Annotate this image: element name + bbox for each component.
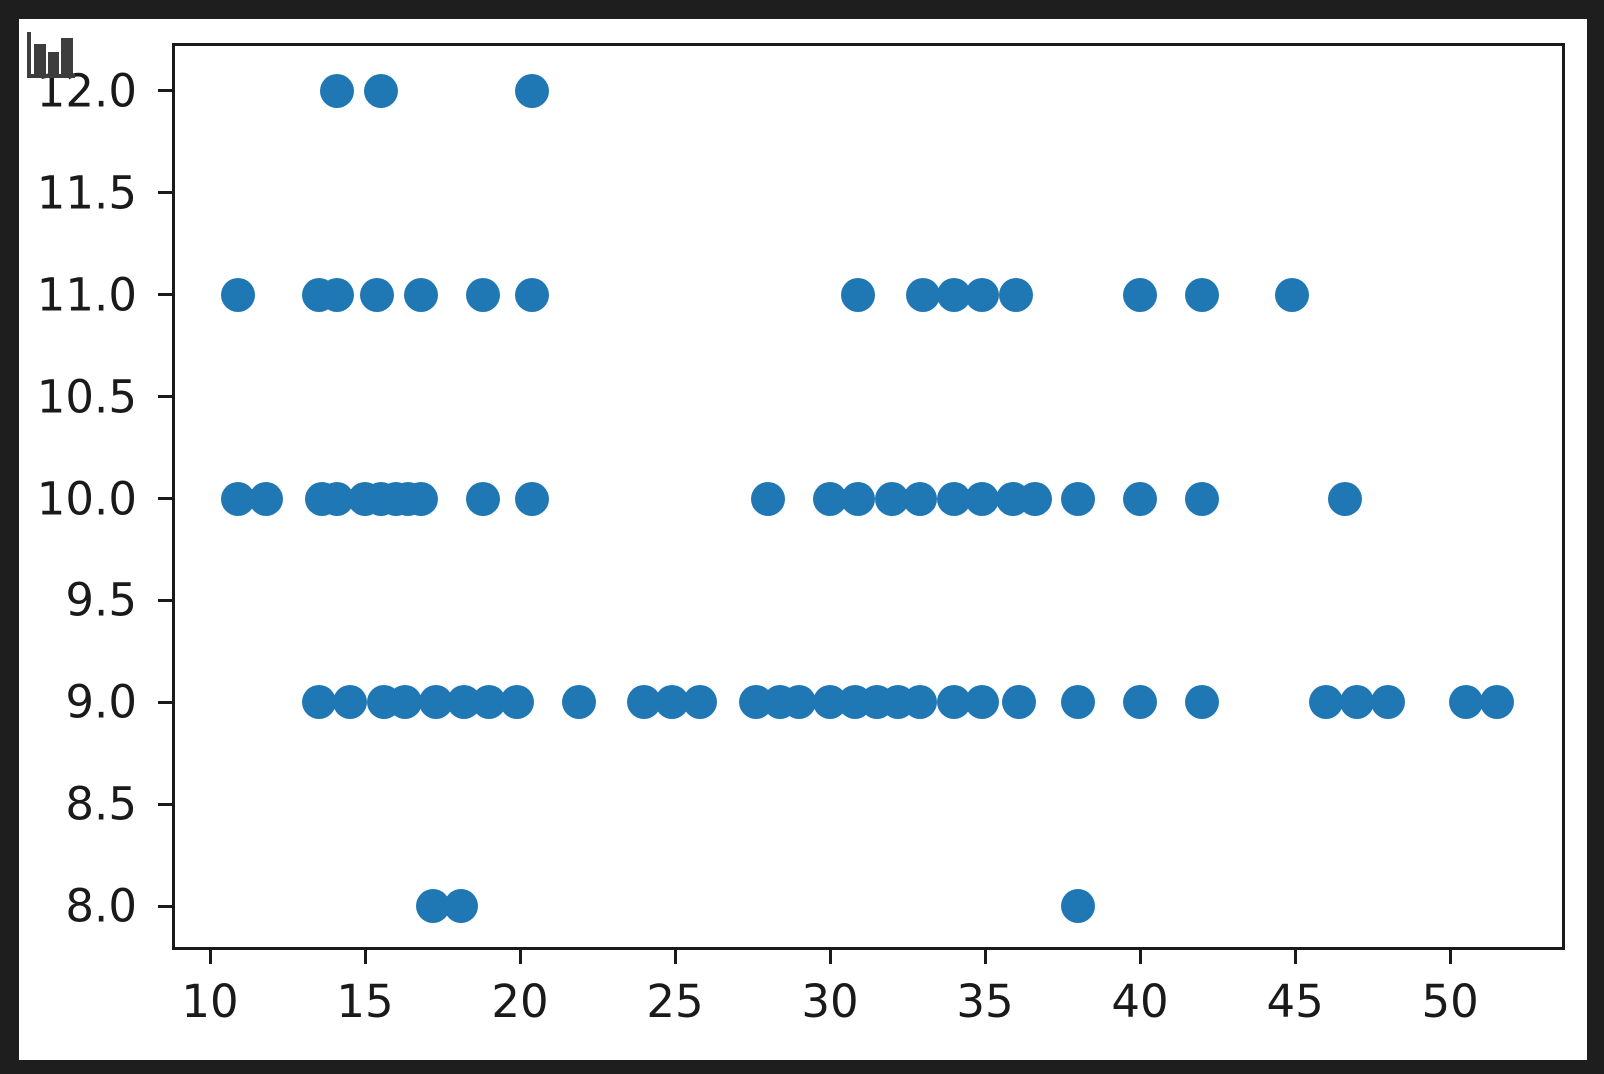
scatter-point: [403, 277, 438, 312]
x-tick-mark: [673, 950, 677, 964]
scatter-point: [902, 685, 937, 720]
scatter-point: [360, 277, 395, 312]
scatter-point: [1309, 685, 1344, 720]
scatter-point: [1017, 481, 1052, 516]
x-tick-mark: [1138, 950, 1142, 964]
scatter-point: [1479, 685, 1514, 720]
scatter-point: [1274, 277, 1309, 312]
scatter-point: [1061, 889, 1096, 924]
scatter-point: [840, 481, 875, 516]
x-tick-label: 50: [1421, 975, 1479, 1028]
scatter-point: [1340, 685, 1375, 720]
x-tick-mark: [1293, 950, 1297, 964]
y-tick-mark: [158, 904, 172, 908]
scatter-point: [1061, 481, 1096, 516]
scatter-point: [1185, 685, 1220, 720]
plot-area: [172, 43, 1565, 950]
scatter-point: [964, 277, 999, 312]
x-tick-label: 40: [1111, 975, 1169, 1028]
scatter-point: [403, 481, 438, 516]
scatter-point: [561, 685, 596, 720]
scatter-point: [1371, 685, 1406, 720]
y-tick-mark: [158, 191, 172, 195]
scatter-point: [320, 277, 355, 312]
x-tick-mark: [1448, 950, 1452, 964]
scatter-point: [1448, 685, 1483, 720]
scatter-point: [320, 73, 355, 108]
scatter-point: [220, 277, 255, 312]
x-tick-mark: [363, 950, 367, 964]
scatter-point: [840, 277, 875, 312]
scatter-point: [1123, 481, 1158, 516]
scatter-point: [782, 685, 817, 720]
y-tick-mark: [158, 598, 172, 602]
scatter-point: [465, 277, 500, 312]
x-tick-mark: [828, 950, 832, 964]
scatter-point: [1061, 685, 1096, 720]
scatter-point: [248, 481, 283, 516]
scatter-point: [751, 481, 786, 516]
scatter-point: [906, 277, 941, 312]
x-tick-label: 35: [956, 975, 1014, 1028]
y-tick-mark: [158, 497, 172, 501]
scatter-point: [964, 685, 999, 720]
scatter-point: [515, 73, 550, 108]
y-tick-label: 11.5: [36, 166, 137, 220]
x-tick-label: 30: [801, 975, 859, 1028]
x-tick-label: 25: [646, 975, 704, 1028]
x-tick-mark: [518, 950, 522, 964]
scatter-point: [499, 685, 534, 720]
scatter-point: [1185, 481, 1220, 516]
y-tick-label: 11.0: [36, 267, 137, 321]
scatter-point: [1123, 277, 1158, 312]
x-tick-mark: [983, 950, 987, 964]
scatter-point: [682, 685, 717, 720]
scatter-point: [1327, 481, 1362, 516]
x-tick-label: 45: [1266, 975, 1324, 1028]
y-tick-mark: [158, 700, 172, 704]
y-tick-label: 9.5: [65, 573, 137, 627]
x-tick-label: 15: [336, 975, 394, 1028]
y-tick-label: 10.0: [36, 471, 137, 525]
y-tick-label: 8.5: [65, 777, 137, 831]
scatter-point: [465, 481, 500, 516]
scatter-point: [1002, 685, 1037, 720]
x-tick-label: 20: [491, 975, 549, 1028]
scatter-point: [301, 685, 336, 720]
y-tick-label: 10.5: [36, 369, 137, 423]
y-tick-mark: [158, 89, 172, 93]
scatter-point: [515, 481, 550, 516]
bar-chart-icon: [27, 32, 75, 78]
scatter-point: [1185, 277, 1220, 312]
scatter-point: [902, 481, 937, 516]
x-tick-mark: [208, 950, 212, 964]
scatter-point: [363, 73, 398, 108]
scatter-point: [332, 685, 367, 720]
scatter-point: [515, 277, 550, 312]
y-tick-mark: [158, 293, 172, 297]
scatter-point: [999, 277, 1034, 312]
scatter-point: [964, 481, 999, 516]
scatter-point: [388, 685, 423, 720]
scatter-point: [1123, 685, 1158, 720]
y-tick-label: 9.0: [65, 675, 137, 729]
y-tick-label: 8.0: [65, 879, 137, 933]
x-tick-label: 10: [181, 975, 239, 1028]
y-tick-mark: [158, 395, 172, 399]
scatter-point: [444, 889, 479, 924]
y-tick-mark: [158, 802, 172, 806]
matplotlib-figure: 10 15 20 25 30 35 40 45 50 12.0 11.5 11.0 10.5 10.0 9…: [19, 19, 1587, 1060]
